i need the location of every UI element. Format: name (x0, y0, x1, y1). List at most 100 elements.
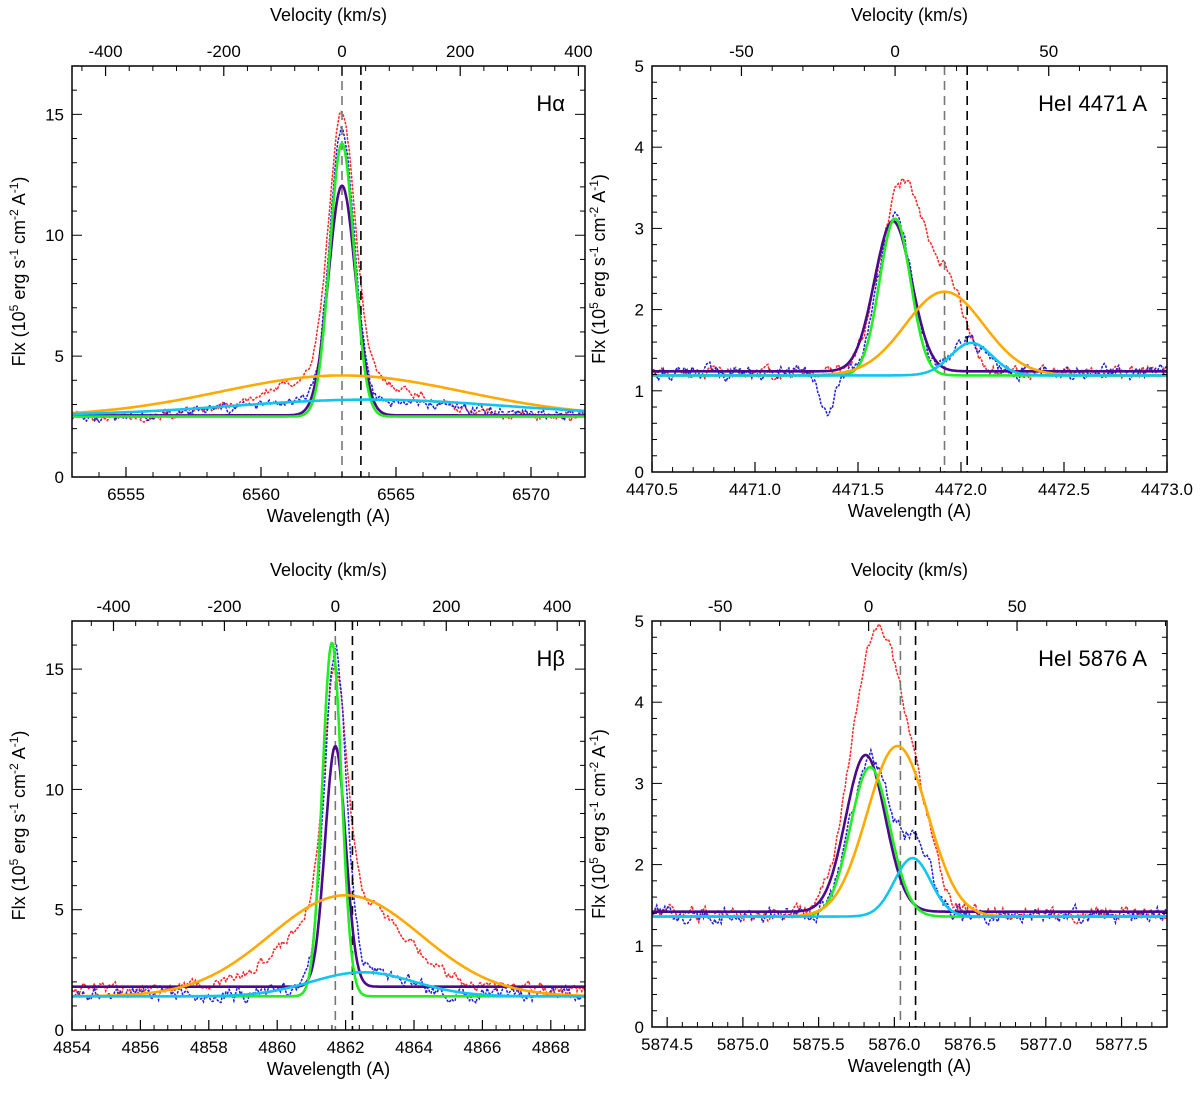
fit-curve-green (652, 217, 1167, 377)
top-tick-label: -200 (207, 42, 241, 61)
y-axis-title-part: Flx (10 (9, 865, 29, 920)
y-axis-title-part: A (589, 191, 609, 207)
y-axis-title-part: ) (9, 177, 29, 183)
y-axis-title-superscript: -1 (587, 180, 601, 191)
y-axis-title-superscript: -1 (587, 801, 601, 812)
x-tick-label: 4860 (258, 1038, 296, 1057)
plot-frame (71, 65, 586, 478)
top-tick-label: -400 (96, 597, 130, 616)
y-axis-title-superscript: -2 (587, 761, 601, 772)
fit-curve-cyan (72, 398, 585, 416)
y-axis-title-part: Flx (10 (9, 311, 29, 366)
top-tick-label: -200 (207, 597, 241, 616)
panel-hei-4471: 4470.5 4471.0 4471.5 4472.0 4472.5 4473.0 0 1 2 3… (587, 5, 1193, 521)
y-tick-label: 10 (45, 780, 64, 799)
top-tick-label: 0 (864, 597, 873, 616)
top-tick-label: -400 (89, 42, 123, 61)
x-tick-label: 5875.5 (793, 1035, 845, 1054)
panel-hei-5876: 5874.5 5875.0 5875.5 5876.0 5876.5 5877.0 5877… (587, 560, 1168, 1076)
x-tick-label: 4472.0 (935, 480, 987, 499)
y-axis-title-superscript: -1 (587, 246, 601, 257)
plot-frame (71, 620, 586, 1031)
y-tick-label: 0 (635, 1018, 644, 1037)
top-tick-label: 200 (446, 42, 474, 61)
fit-curve-orange (652, 744, 1167, 918)
y-axis-title-part: cm (9, 774, 29, 803)
top-axis-title: Velocity (km/s) (851, 560, 968, 580)
y-axis-title-superscript: -1 (7, 736, 21, 747)
y-axis-title-part: Flx (10 (589, 309, 609, 364)
y-axis-title-superscript: 5 (7, 858, 21, 865)
observed-spectrum-blue (72, 643, 585, 1005)
y-tick-label: 5 (635, 612, 644, 631)
y-axis-title-part: A (589, 746, 609, 762)
x-tick-label: 5876.0 (868, 1035, 920, 1054)
y-axis-title-part: erg s (9, 814, 29, 859)
y-tick-label: 0 (55, 468, 64, 487)
emission-line-label: Hα (536, 91, 565, 116)
y-axis-title: Flx (105 erg s-1 cm-2 A-1) (587, 729, 609, 919)
fit-curve-purple (72, 184, 585, 417)
top-tick-label: 400 (564, 42, 592, 61)
panel-halpha: 6555 6560 6565 6570 0 5 10 15 -400 -200 0 200 400 Vel… (7, 5, 593, 526)
plot-area (652, 66, 1167, 472)
x-tick-label: 5875.0 (717, 1035, 769, 1054)
y-axis-title-part: ) (9, 731, 29, 737)
plot-frame (651, 620, 1168, 1028)
y-axis-title-part: ) (589, 174, 609, 180)
fit-curve-purple (652, 753, 1167, 914)
y-axis-title-superscript: 5 (7, 304, 21, 311)
plot-area (72, 66, 585, 477)
fit-curve-purple (652, 219, 1167, 373)
y-tick-label: 3 (635, 219, 644, 238)
y-axis-title-part: cm (589, 217, 609, 246)
emission-line-label: HeI 5876 A (1038, 646, 1147, 671)
fit-curve-green (72, 142, 585, 418)
x-axis-title: Wavelength (A) (267, 506, 390, 526)
y-tick-label: 4 (635, 138, 644, 157)
y-axis-title-part: A (9, 747, 29, 763)
x-tick-label: 4472.5 (1038, 480, 1090, 499)
fit-curve-cyan (72, 970, 585, 998)
y-axis-title-superscript: -2 (7, 209, 21, 220)
fit-curve-orange (72, 374, 585, 415)
y-axis-title-part: erg s (9, 260, 29, 305)
observed-spectrum-blue (652, 210, 1167, 417)
top-tick-label: 200 (432, 597, 460, 616)
y-axis-title-superscript: -2 (7, 763, 21, 774)
plot-frame (651, 65, 1168, 473)
x-tick-label: 5877.5 (1096, 1035, 1148, 1054)
top-axis-title: Velocity (km/s) (851, 5, 968, 25)
x-tick-label: 6555 (107, 485, 145, 504)
y-axis-title-superscript: -2 (587, 206, 601, 217)
x-tick-label: 4471.5 (832, 480, 884, 499)
top-tick-label: 50 (1039, 42, 1058, 61)
x-axis-title: Wavelength (A) (848, 501, 971, 521)
x-tick-label: 4866 (463, 1038, 501, 1057)
x-tick-label: 5874.5 (641, 1035, 693, 1054)
y-axis-title-part: cm (9, 220, 29, 249)
plot-area (652, 621, 1167, 1027)
y-axis-title: Flx (105 erg s-1 cm-2 A-1) (7, 731, 29, 921)
x-axis-title: Wavelength (A) (267, 1059, 390, 1079)
y-tick-label: 15 (45, 105, 64, 124)
emission-line-label: HeI 4471 A (1038, 91, 1147, 116)
x-tick-label: 4470.5 (626, 480, 678, 499)
x-tick-label: 4854 (53, 1038, 91, 1057)
y-tick-label: 5 (55, 347, 64, 366)
fit-curve-cyan (652, 341, 1167, 377)
x-tick-label: 4473.0 (1141, 480, 1193, 499)
y-tick-label: 5 (55, 901, 64, 920)
x-tick-label: 6570 (512, 485, 550, 504)
top-tick-label: -50 (708, 597, 733, 616)
plot-area (72, 621, 585, 1030)
y-tick-label: 4 (635, 693, 644, 712)
y-tick-label: 0 (55, 1021, 64, 1040)
top-tick-label: 0 (331, 597, 340, 616)
top-tick-label: 50 (1008, 597, 1027, 616)
fit-curve-purple (72, 744, 585, 989)
x-tick-label: 6560 (242, 485, 280, 504)
y-axis-title: Flx (105 erg s-1 cm-2 A-1) (587, 174, 609, 364)
y-tick-label: 2 (635, 301, 644, 320)
x-tick-label: 5876.5 (944, 1035, 996, 1054)
